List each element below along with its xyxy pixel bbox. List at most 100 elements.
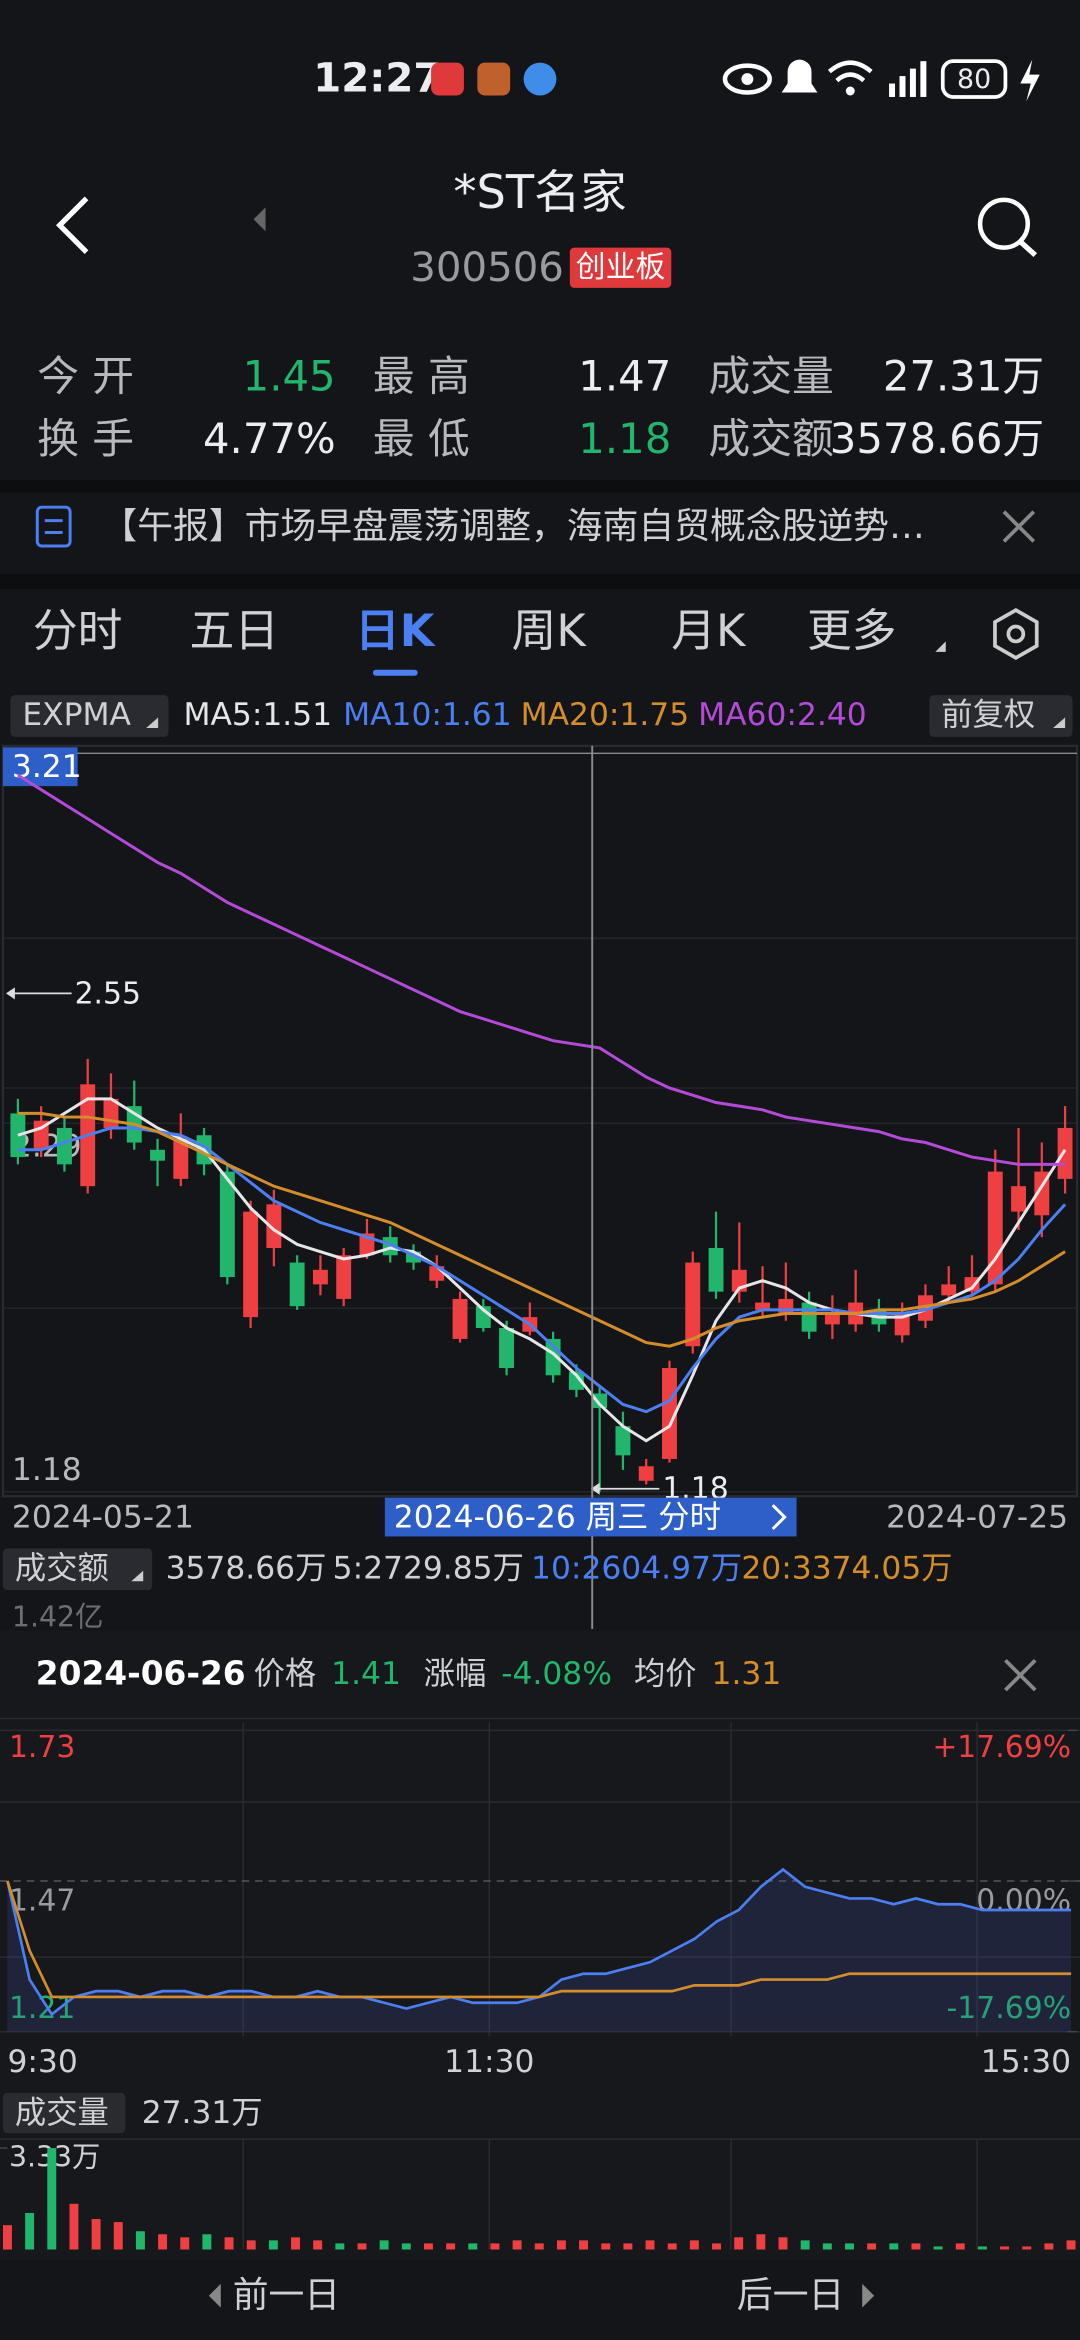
volume-bar <box>512 2240 522 2250</box>
ma-legend: MA5:1.51 MA10:1.61 MA20:1.75 MA60:2.40 <box>183 697 866 733</box>
ma-label: MA10:1.61 <box>343 697 512 733</box>
candle-body <box>406 1251 421 1263</box>
prev-day[interactable]: 前一日 <box>233 2275 340 2316</box>
period-tab[interactable]: 月K <box>671 604 747 657</box>
ma-label: MA20:1.75 <box>521 697 690 733</box>
eye-icon <box>722 63 772 95</box>
stock-name: *ST名家 <box>453 165 626 219</box>
volume-bar <box>1066 2240 1076 2250</box>
volume-bar <box>844 2243 854 2250</box>
quote-label: 最 低 <box>373 414 470 463</box>
news-headline[interactable]: 【午报】市场早盘震荡调整，海南自贸概念股逆势… <box>101 506 924 547</box>
candle-body <box>266 1204 282 1249</box>
ma-line <box>17 1111 1066 1348</box>
prev-stock[interactable] <box>253 207 266 232</box>
volume-selector[interactable] <box>2 1548 153 1591</box>
period-tabs: 分时 五日 日K 周K 月K 更多 <box>33 604 897 676</box>
x-tick-label: 15:30 <box>981 2044 1071 2080</box>
volume-bar <box>977 2246 987 2250</box>
candle-body <box>755 1302 771 1310</box>
next-day[interactable]: 后一日 <box>737 2275 844 2316</box>
mute-icon <box>781 59 818 93</box>
indicator-name: EXPMA <box>22 697 131 733</box>
volume-total: 27.31万 <box>142 2095 263 2131</box>
app-icon <box>431 62 464 96</box>
quote-label: 换 手 <box>37 414 134 463</box>
eye-icon <box>741 73 754 86</box>
y-tick-label: 1.47 <box>9 1883 75 1918</box>
quote-value: 1.47 <box>578 351 671 400</box>
volume-bar <box>800 2240 810 2250</box>
volume-bar <box>623 2243 633 2250</box>
candle-body <box>150 1149 165 1161</box>
cursor-date[interactable]: 2024-06-26 周三 分时 <box>394 1500 721 1536</box>
adjust-mode: 前复权 <box>941 697 1035 733</box>
candle-body <box>917 1295 933 1321</box>
volume-value: 20:3374.05万 <box>741 1550 952 1586</box>
volume-bar <box>734 2237 744 2250</box>
volume-bar <box>69 2203 79 2250</box>
period-tab[interactable]: 五日 <box>189 604 278 657</box>
volume-bar <box>468 2243 478 2250</box>
volume-bar <box>490 2243 500 2250</box>
bottom-bar <box>0 2259 1080 2340</box>
x-tick-label: 11:30 <box>444 2044 534 2080</box>
kline-frame <box>1 744 1079 1498</box>
price-area <box>7 1869 1072 2032</box>
field-label: 价格 <box>254 1656 317 1692</box>
candle-body <box>568 1371 584 1390</box>
kline-volume: 成交额 3578.66万 5:2729.85万 10:2604.97万 20:3374.… <box>2 1548 953 1634</box>
volume-bar <box>313 2240 323 2250</box>
candle-body <box>1011 1186 1026 1212</box>
candle-body <box>10 1113 26 1158</box>
separator <box>0 574 1080 590</box>
volume-bar <box>689 2240 699 2250</box>
back-button[interactable] <box>55 196 89 254</box>
indicator-selector[interactable] <box>10 695 169 737</box>
intraday-chart: 2024-06-26价格1.41涨幅-4.08%均价1.311.731.471.… <box>0 1655 1080 2250</box>
signal-icon <box>920 61 927 97</box>
volume-bar <box>667 2243 677 2250</box>
quote-label: 成交额 <box>709 414 834 463</box>
ma-line <box>17 1126 1067 1414</box>
board-name: 创业板 <box>576 250 665 285</box>
kline-chart: 3.212.291.182.551.182024-05-212024-06-26… <box>2 745 1078 1629</box>
close-intraday[interactable] <box>1004 1658 1037 1692</box>
volume-bar <box>601 2243 611 2250</box>
volume-bar <box>756 2234 766 2250</box>
stock-code: 300506 <box>410 245 564 291</box>
volume-bar <box>778 2237 788 2250</box>
search-button[interactable] <box>977 197 1031 250</box>
volume-bar <box>446 2243 456 2250</box>
news-icon <box>35 505 72 548</box>
volume-bar <box>180 2237 190 2250</box>
settings-button[interactable] <box>993 607 1039 660</box>
charging-icon <box>1020 59 1040 102</box>
candle-body <box>801 1302 817 1332</box>
volume-axis-label: 1.42亿 <box>12 1601 103 1634</box>
period-tab[interactable]: 周K <box>512 604 588 657</box>
candle-body <box>894 1313 910 1336</box>
battery <box>940 59 1008 99</box>
adjust-selector[interactable] <box>929 695 1073 737</box>
period-tab[interactable]: 日K <box>355 604 437 657</box>
high-marker-arrow <box>5 987 15 1000</box>
candle-body <box>592 1393 608 1409</box>
signal-icon <box>909 68 916 97</box>
period-tab[interactable]: 分时 <box>33 604 123 657</box>
wifi-icon <box>827 60 873 83</box>
status-bar: 12:27 80 <box>313 56 1040 102</box>
board-badge <box>569 247 672 288</box>
tab-underline <box>372 669 418 676</box>
candle-body <box>452 1298 468 1339</box>
close-news[interactable] <box>1002 510 1036 543</box>
volume-bar <box>955 2243 965 2250</box>
volume-bar <box>2 2225 12 2250</box>
quote-label: 今 开 <box>37 351 134 400</box>
field-label: 均价 <box>634 1656 697 1692</box>
volume-bar <box>401 2243 411 2250</box>
period-tab[interactable]: 更多 <box>807 604 897 657</box>
volume-bar <box>712 2243 721 2250</box>
high-marker-label: 2.55 <box>75 976 141 1011</box>
